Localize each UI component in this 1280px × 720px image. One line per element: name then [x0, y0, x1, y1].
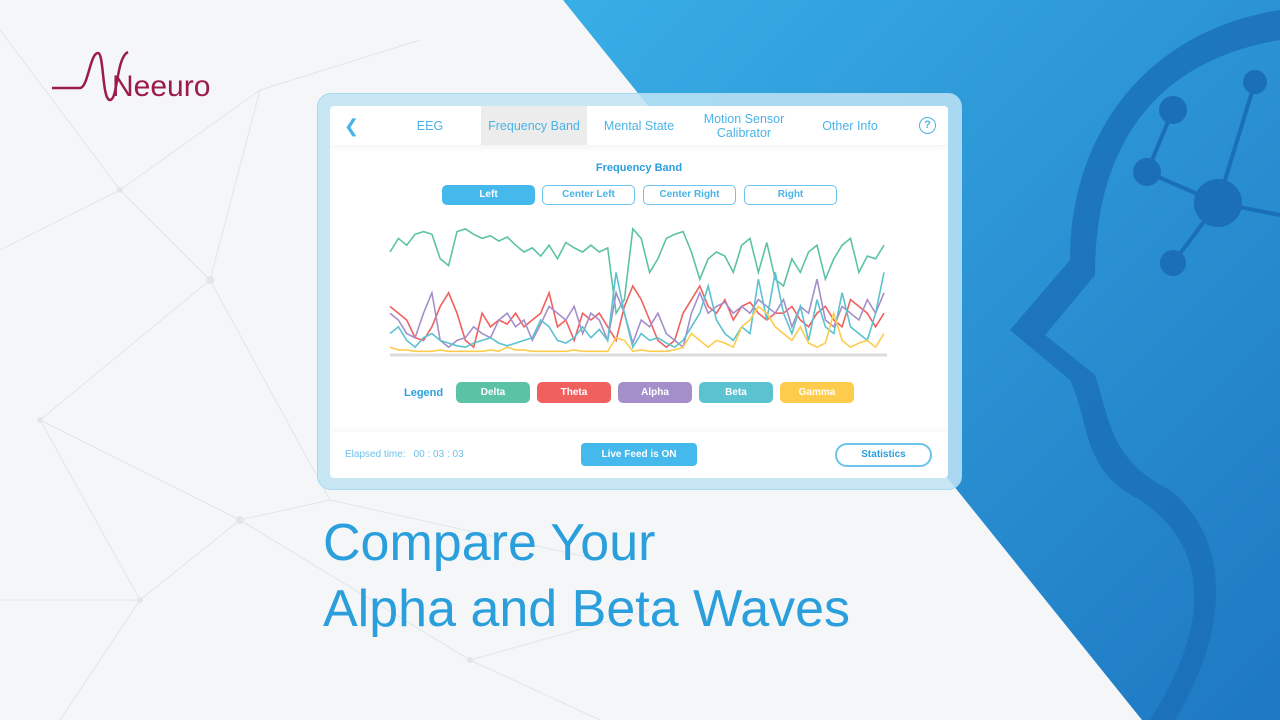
question-circle-icon[interactable]: ? — [919, 117, 936, 134]
footer: Elapsed time: 00 : 03 : 03 Live Feed is O… — [330, 432, 948, 478]
legend-beta[interactable]: Beta — [699, 382, 773, 403]
tab-other-info[interactable]: Other Info — [822, 118, 878, 133]
tab-frequency-band[interactable]: Frequency Band — [481, 106, 587, 145]
legend-label: Legend — [404, 387, 444, 399]
network-pattern — [0, 29, 651, 720]
elapsed-value: 00 : 03 : 03 — [413, 449, 464, 460]
series-line-alpha — [389, 279, 885, 349]
molecule-icon — [1133, 70, 1280, 276]
series-line-delta — [389, 227, 885, 316]
head-silhouette — [1010, 10, 1280, 720]
channel-right-button[interactable]: Right — [744, 185, 837, 205]
legend-theta[interactable]: Theta — [537, 382, 611, 403]
frequency-band-chart — [389, 227, 887, 357]
legend-alpha[interactable]: Alpha — [618, 382, 692, 403]
live-feed-button[interactable]: Live Feed is ON — [581, 443, 697, 466]
channel-center-right-button[interactable]: Center Right — [643, 185, 736, 205]
series-line-gamma — [389, 305, 885, 353]
brand-name: Neeuro — [112, 70, 211, 103]
channel-center-left-button[interactable]: Center Left — [542, 185, 635, 205]
legend-gamma[interactable]: Gamma — [780, 382, 854, 403]
series-line-theta — [389, 284, 885, 349]
statistics-button[interactable]: Statistics — [835, 443, 932, 467]
neeuro-logo — [52, 50, 129, 102]
legend-delta[interactable]: Delta — [456, 382, 530, 403]
section-title: Frequency Band — [595, 162, 683, 174]
tab-eeg[interactable]: EEG — [416, 118, 444, 133]
tab-bar: ❮ EEG Frequency Band Mental State Motion… — [330, 106, 948, 145]
tab-mental-state[interactable]: Mental State — [603, 118, 675, 133]
channel-left-button[interactable]: Left — [442, 185, 535, 205]
app-screen: ❮ EEG Frequency Band Mental State Motion… — [330, 106, 948, 478]
chevron-left-icon[interactable]: ❮ — [344, 116, 360, 136]
series-line-beta — [389, 272, 885, 350]
headline: Compare Your Alpha and Beta Waves — [323, 510, 850, 642]
tab-motion-sensor-calibrator[interactable]: Motion Sensor Calibrator — [703, 111, 785, 140]
headline-line-2: Alpha and Beta Waves — [323, 580, 851, 638]
elapsed-label: Elapsed time: — [345, 449, 406, 460]
elapsed-time: Elapsed time: 00 : 03 : 03 — [345, 449, 464, 460]
headline-line-1: Compare Your — [323, 514, 656, 572]
